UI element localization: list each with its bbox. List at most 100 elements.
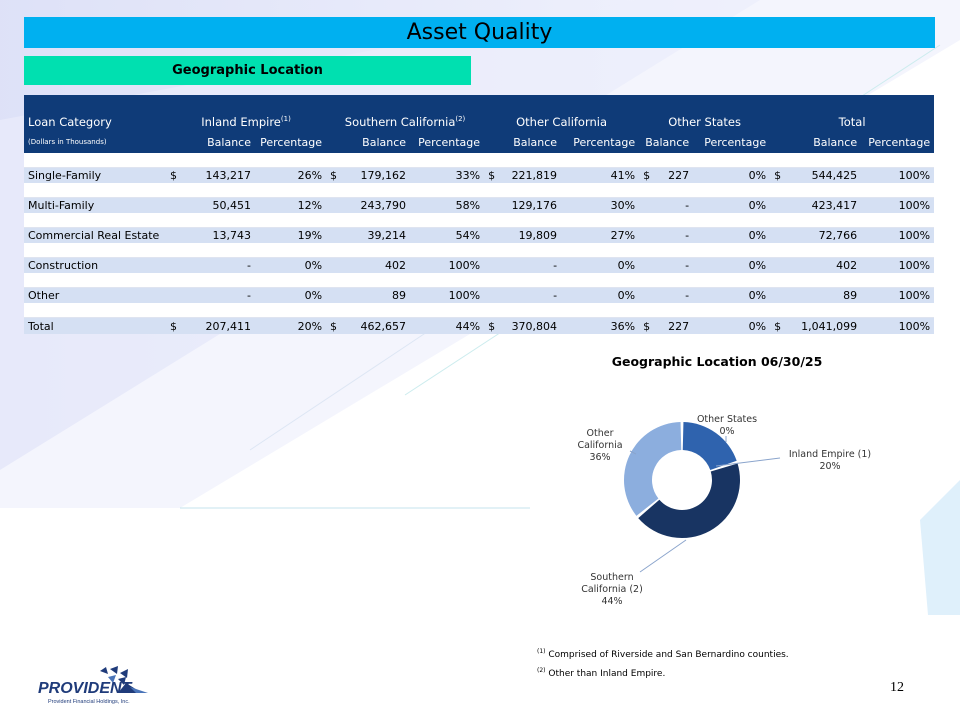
data-label-other-california: Other California 36% bbox=[577, 428, 622, 463]
balance-cell: 370,804 bbox=[497, 317, 562, 334]
pie-slice-0 bbox=[682, 422, 737, 471]
row-label: Total bbox=[24, 317, 166, 334]
percentage-cell: 19% bbox=[255, 227, 327, 243]
currency-sign bbox=[770, 257, 784, 273]
currency-sign bbox=[326, 197, 340, 213]
percentage-cell: 100% bbox=[861, 317, 935, 334]
balance-cell: 243,790 bbox=[339, 197, 411, 213]
svg-text:PROVIDENT: PROVIDENT bbox=[38, 680, 133, 697]
percentage-cell: 20% bbox=[255, 317, 327, 334]
currency-sign bbox=[770, 287, 784, 303]
table-total-row: Total $207,411 20% $462,657 44% $370,804 36% $2… bbox=[24, 317, 935, 334]
currency-sign: $ bbox=[484, 167, 498, 183]
subheader-percentage: Percentage bbox=[255, 131, 327, 153]
currency-sign bbox=[166, 287, 179, 303]
currency-sign bbox=[484, 197, 498, 213]
percentage-cell: 30% bbox=[561, 197, 640, 213]
balance-cell: - bbox=[652, 257, 694, 273]
header-group-total: Total bbox=[770, 95, 935, 131]
percentage-cell: 100% bbox=[861, 227, 935, 243]
table-spacer-row bbox=[24, 153, 935, 168]
currency-sign bbox=[166, 227, 179, 243]
currency-sign: $ bbox=[166, 317, 179, 334]
percentage-cell: 100% bbox=[861, 257, 935, 273]
percentage-cell: 0% bbox=[693, 257, 771, 273]
balance-cell: 89 bbox=[783, 287, 862, 303]
row-label: Single-Family bbox=[24, 167, 166, 183]
table-row: Construction -0% 402 100% -0% -0% 402 100% bbox=[24, 257, 935, 273]
footnote-2: (2) Other than Inland Empire. bbox=[537, 667, 666, 679]
percentage-cell: 36% bbox=[561, 317, 640, 334]
balance-cell: 19,809 bbox=[497, 227, 562, 243]
currency-sign bbox=[770, 227, 784, 243]
table-subheader-row: (Dollars in Thousands) Balance Percentag… bbox=[24, 131, 935, 153]
page-number: 12 bbox=[890, 680, 904, 695]
currency-sign bbox=[166, 197, 179, 213]
balance-cell: - bbox=[179, 287, 255, 303]
table-row: Single-Family $143,217 26% $179,162 33% $221,… bbox=[24, 167, 935, 183]
subheader-percentage: Percentage bbox=[561, 131, 640, 153]
currency-sign bbox=[484, 227, 498, 243]
table-spacer-row bbox=[24, 303, 935, 318]
currency-sign bbox=[484, 287, 498, 303]
footnote-1: (1) Comprised of Riverside and San Berna… bbox=[537, 648, 789, 660]
subheader-balance: Balance bbox=[639, 131, 694, 153]
section-subtitle: Geographic Location bbox=[172, 63, 323, 78]
balance-cell: 179,162 bbox=[339, 167, 411, 183]
table-spacer-row bbox=[24, 273, 935, 288]
title-bar: Asset Quality bbox=[24, 17, 935, 48]
table-header-row: Loan Category Inland Empire(1) Southern … bbox=[24, 95, 935, 131]
table-row: Commercial Real Estate 13,743 19% 39,214 54%… bbox=[24, 227, 935, 243]
balance-cell: 402 bbox=[783, 257, 862, 273]
leader-line-other-california bbox=[629, 450, 637, 455]
header-group-other-california: Other California bbox=[484, 95, 640, 131]
percentage-cell: 100% bbox=[410, 257, 485, 273]
balance-cell: 221,819 bbox=[497, 167, 562, 183]
currency-sign: $ bbox=[639, 317, 653, 334]
svg-text:Provident Financial Holdings,: Provident Financial Holdings, Inc. bbox=[48, 699, 130, 705]
subheader-balance: Balance bbox=[770, 131, 862, 153]
balance-cell: - bbox=[652, 227, 694, 243]
balance-cell: 129,176 bbox=[497, 197, 562, 213]
row-label: Commercial Real Estate bbox=[24, 227, 166, 243]
subheader-percentage: Percentage bbox=[861, 131, 935, 153]
balance-cell: - bbox=[652, 287, 694, 303]
data-label-southern-california: Southern California (2) 44% bbox=[581, 572, 643, 607]
page-title: Asset Quality bbox=[406, 20, 553, 45]
balance-cell: 423,417 bbox=[783, 197, 862, 213]
subheader-percentage: Percentage bbox=[410, 131, 485, 153]
leader-line-southern-california bbox=[639, 539, 687, 573]
currency-sign bbox=[639, 287, 653, 303]
percentage-cell: 100% bbox=[861, 287, 935, 303]
currency-sign: $ bbox=[484, 317, 498, 334]
balance-cell: 143,217 bbox=[179, 167, 255, 183]
currency-sign bbox=[770, 197, 784, 213]
header-loan-category: Loan Category bbox=[24, 95, 166, 131]
subheader-balance: Balance bbox=[484, 131, 562, 153]
provident-logo: PROVIDENT Provident Financial Holdings, … bbox=[38, 666, 148, 705]
percentage-cell: 26% bbox=[255, 167, 327, 183]
currency-sign bbox=[639, 197, 653, 213]
pie-slice-2 bbox=[624, 422, 682, 516]
percentage-cell: 41% bbox=[561, 167, 640, 183]
percentage-cell: 0% bbox=[693, 287, 771, 303]
currency-sign bbox=[326, 257, 340, 273]
header-group-other-states: Other States bbox=[639, 95, 771, 131]
data-label-inland-empire: Inland Empire (1) 20% bbox=[789, 449, 871, 472]
row-label: Other bbox=[24, 287, 166, 303]
balance-cell: 402 bbox=[339, 257, 411, 273]
percentage-cell: 0% bbox=[561, 287, 640, 303]
subheader-balance: Balance bbox=[166, 131, 255, 153]
pie-slice-1 bbox=[638, 463, 740, 538]
balance-cell: 227 bbox=[652, 317, 694, 334]
percentage-cell: 33% bbox=[410, 167, 485, 183]
balance-cell: 462,657 bbox=[339, 317, 411, 334]
currency-sign bbox=[639, 257, 653, 273]
balance-cell: 544,425 bbox=[783, 167, 862, 183]
currency-sign bbox=[639, 227, 653, 243]
table-spacer-row bbox=[24, 213, 935, 228]
percentage-cell: 0% bbox=[693, 317, 771, 334]
leader-line-inland-empire bbox=[715, 457, 781, 467]
row-label: Multi-Family bbox=[24, 197, 166, 213]
percentage-cell: 44% bbox=[410, 317, 485, 334]
